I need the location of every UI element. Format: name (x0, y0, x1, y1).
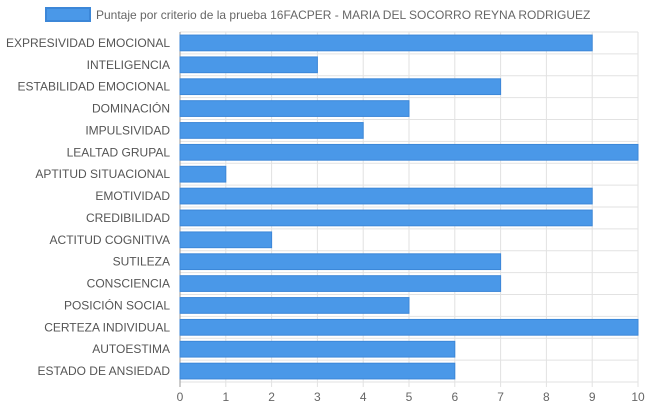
category-label: EXPRESIVIDAD EMOCIONAL (6, 36, 170, 50)
bar[interactable] (179, 362, 456, 380)
bar[interactable] (179, 143, 639, 161)
bar[interactable] (179, 187, 593, 205)
category-label: DOMINACIÓN (92, 101, 170, 116)
bar[interactable] (179, 318, 639, 336)
category-label: LEALTAD GRUPAL (67, 145, 171, 159)
bar[interactable] (179, 56, 318, 74)
category-label: POSICIÓN SOCIAL (64, 297, 170, 312)
legend[interactable]: Puntaje por criterio de la prueba 16FACP… (45, 7, 590, 22)
x-tick-label: 2 (268, 390, 275, 404)
bar[interactable] (179, 231, 273, 249)
category-label: CREDIBILIDAD (86, 211, 170, 225)
bar[interactable] (179, 297, 410, 314)
category-label: ACTITUD COGNITIVA (50, 233, 170, 247)
x-tick-label: 10 (631, 390, 645, 404)
bar[interactable] (179, 34, 593, 52)
category-label: AUTOESTIMA (92, 342, 170, 356)
category-label: ESTABILIDAD EMOCIONAL (18, 80, 171, 94)
category-labels: EXPRESIVIDAD EMOCIONAL INTELIGENCIA ESTABI… (6, 36, 170, 378)
bars (179, 34, 639, 380)
x-tick-label: 8 (543, 390, 550, 404)
legend-label: Puntaje por criterio de la prueba 16FACP… (96, 8, 590, 22)
x-tick-label: 9 (589, 390, 596, 404)
category-label: INTELIGENCIA (87, 58, 170, 72)
bar[interactable] (179, 165, 227, 183)
bar[interactable] (179, 253, 502, 271)
bar[interactable] (179, 340, 456, 358)
category-label: APTITUD SITUACIONAL (35, 167, 170, 181)
category-label: EMOTIVIDAD (95, 189, 170, 203)
x-tick-label: 3 (314, 390, 321, 404)
bar[interactable] (179, 100, 410, 117)
bar[interactable] (179, 78, 502, 96)
legend-swatch (45, 7, 91, 22)
x-tick-label: 4 (360, 390, 367, 404)
x-tick-label: 1 (222, 390, 229, 404)
x-tick-label: 0 (177, 390, 184, 404)
bar[interactable] (179, 209, 593, 227)
bar[interactable] (179, 275, 502, 292)
category-label: IMPULSIVIDAD (85, 123, 170, 137)
category-label: ESTADO DE ANSIEDAD (38, 364, 171, 378)
bar[interactable] (179, 122, 364, 139)
category-label: CONSCIENCIA (87, 277, 170, 291)
category-label: CERTEZA INDIVIDUAL (44, 320, 170, 334)
x-tick-label: 5 (406, 390, 413, 404)
x-tick-label: 7 (497, 390, 504, 404)
category-label: SUTILEZA (113, 255, 170, 269)
x-tick-label: 6 (451, 390, 458, 404)
x-tick-labels: 0 1 2 3 4 5 6 7 8 9 10 (177, 390, 645, 404)
